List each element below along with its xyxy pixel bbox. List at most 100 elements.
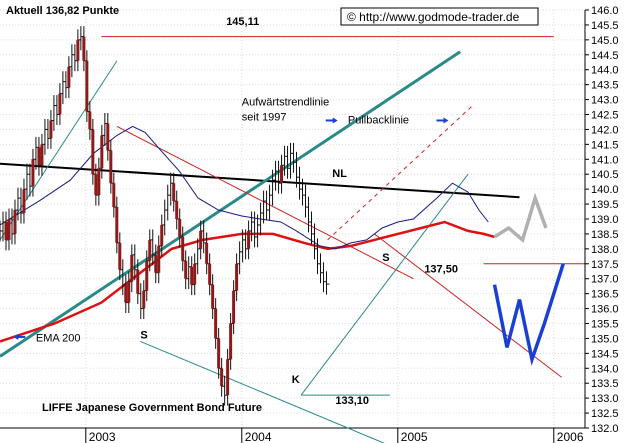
price-candle-body (58, 93, 62, 115)
y-tick-label-140.5: 140.5 (591, 169, 619, 181)
arrow-ema-head (13, 333, 19, 340)
annotation-trend2: seit 1997 (242, 111, 287, 123)
price-candle-body (22, 189, 26, 214)
price-candle-body (184, 260, 188, 279)
y-tick-label-132: 132.0 (591, 423, 619, 435)
price-candle-body (118, 242, 122, 270)
y-tick-label-145: 145.0 (591, 35, 619, 47)
y-tick-label-142: 142.0 (591, 124, 619, 136)
price-candle-body (124, 284, 128, 303)
chart-title: LIFFE Japanese Government Bond Future (42, 402, 262, 414)
price-candle-body (208, 263, 212, 285)
price-candle-body (214, 308, 218, 339)
price-candle-body (145, 260, 149, 291)
y-tick-label-141: 141.0 (591, 154, 619, 166)
price-candle-body (37, 147, 41, 166)
price-candle-body (91, 129, 95, 175)
price-candle-body (199, 230, 203, 249)
price-candle-body (229, 323, 233, 360)
y-tick-label-145.5: 145.5 (591, 20, 619, 32)
price-candle-body (115, 207, 119, 243)
price-candle-body (100, 135, 104, 169)
projection-blue (492, 263, 565, 366)
arrow-pullback-head (443, 117, 449, 124)
price-candle-body (226, 359, 230, 396)
y-tick-label-137: 137.0 (591, 274, 619, 286)
price-candle-body (280, 165, 284, 184)
y-tick-label-141.5: 141.5 (591, 139, 619, 151)
line-pullback-line (327, 105, 474, 241)
x-tick-label-2004: 2004 (245, 430, 272, 443)
ema-200-line (0, 220, 495, 343)
price-candle-body (31, 159, 35, 187)
projection-lines (492, 192, 565, 366)
price-candle-body (13, 210, 17, 234)
y-tick-label-140: 140.0 (591, 184, 619, 196)
arrow-markers (13, 117, 449, 340)
price-candle-body (130, 254, 134, 282)
annotation-a133: 133,10 (335, 395, 369, 407)
y-tick-label-136.5: 136.5 (591, 289, 619, 301)
annotation-k: K (292, 374, 300, 386)
annotation-nl: NL (332, 168, 347, 180)
x-tick-label-2005: 2005 (401, 430, 428, 443)
price-candle-body (247, 230, 251, 249)
y-tick-label-132.5: 132.5 (591, 408, 619, 420)
price-candle-body (7, 219, 11, 240)
price-candle-body (160, 224, 164, 246)
line-uptrend-since-1997 (0, 50, 462, 358)
y-tick-label-133.5: 133.5 (591, 378, 619, 390)
line-thin-trend-2003 (0, 60, 118, 241)
annotation-trend1: Aufwärtstrendlinie (242, 97, 329, 109)
annotation-a145: 145,11 (226, 16, 259, 28)
line-upper-wedge (116, 125, 414, 280)
price-candle-body (220, 368, 224, 387)
x-tick-label-2006: 2006 (557, 430, 584, 443)
y-tick-label-146: 146.0 (591, 5, 619, 17)
price-candle-body (4, 221, 8, 240)
line-support-fan (140, 340, 385, 443)
y-tick-label-133: 133.0 (591, 393, 619, 405)
price-candle-body (82, 36, 86, 61)
y-tick-label-134: 134.0 (591, 363, 619, 375)
price-candle-body (235, 263, 239, 291)
price-candle-body (193, 263, 197, 285)
short-average (0, 125, 489, 250)
price-candle-body (85, 60, 89, 112)
price-candle-body (172, 183, 176, 202)
annotation-ema: EMA 200 (36, 332, 81, 344)
ema-200 (0, 220, 495, 343)
price-candle-body (217, 338, 221, 369)
price-candle-body (76, 39, 80, 61)
price-candle-body (148, 239, 152, 261)
price-candle-body (232, 290, 236, 324)
annotation-s1: S (140, 329, 147, 341)
price-bars (0, 26, 330, 406)
y-tick-label-139.5: 139.5 (591, 199, 619, 211)
annotation-pullback: Pullbacklinie (348, 114, 409, 126)
projection-gray (493, 192, 548, 243)
price-candle-body (190, 266, 194, 285)
y-tick-label-138: 138.0 (591, 244, 619, 256)
price-candle-body (205, 242, 209, 264)
y-tick-label-137.5: 137.5 (591, 259, 619, 271)
price-candle-body (154, 254, 158, 273)
short-average-line (0, 125, 489, 250)
annotation-a137: 137,50 (424, 264, 458, 276)
annotation-s2: S (382, 252, 389, 264)
price-candle-body (112, 183, 116, 208)
y-axis: 132.0 132.5 133.0 133.5 134.0 134.5 135.0 135.5… (584, 5, 619, 435)
arrow-trend-head (332, 117, 338, 124)
price-candle-body (88, 111, 92, 130)
x-tick-label-2003: 2003 (89, 430, 116, 443)
trend-lines (0, 36, 585, 443)
price-candle-body (67, 66, 71, 88)
line-neckline (0, 162, 520, 199)
price-candle-body (211, 284, 215, 309)
y-tick-label-144: 144.0 (591, 65, 619, 77)
y-tick-label-143.5: 143.5 (591, 80, 619, 92)
y-tick-label-138.5: 138.5 (591, 229, 619, 241)
price-candle-body (178, 219, 182, 237)
line-lower-fan-teal (300, 173, 469, 396)
